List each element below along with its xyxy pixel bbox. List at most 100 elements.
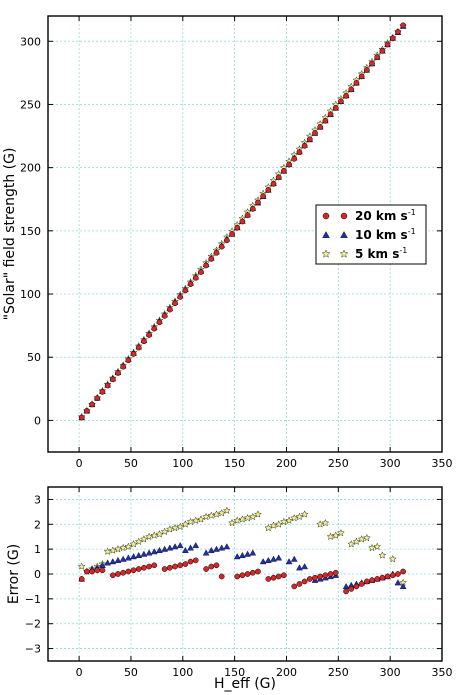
circle-point [369, 60, 375, 67]
x-tick-label: 300 [380, 666, 401, 679]
circle-point [218, 243, 225, 250]
star-point [212, 510, 221, 518]
circle-point [384, 573, 391, 580]
legend-marker-star [339, 249, 349, 258]
star-point [197, 515, 205, 523]
star-point [373, 542, 382, 550]
circle-point [120, 363, 127, 370]
circle-point [379, 48, 386, 54]
circle-point [281, 572, 287, 579]
circle-point [270, 180, 277, 187]
circle-point [332, 569, 339, 576]
star-point [191, 516, 200, 524]
circle-point [249, 569, 256, 576]
legend-marker-circle [340, 212, 348, 220]
triangle-point [394, 579, 402, 586]
circle-point [135, 566, 142, 572]
triangle-point [135, 551, 143, 558]
triangle-point [182, 546, 189, 553]
circle-point [99, 567, 106, 574]
legend: 20 km s-1 10 km s-1 5 km s-1 [315, 204, 427, 265]
circle-point [374, 54, 381, 61]
circle-point [244, 212, 251, 219]
triangle-point [239, 551, 246, 558]
triangle-point [202, 549, 210, 556]
circle-point [389, 572, 396, 579]
circle-point [296, 581, 303, 587]
triangle-point [285, 558, 293, 565]
circle-point [229, 231, 235, 237]
circle-point [182, 561, 189, 567]
y-tick-label: 200 [20, 162, 41, 175]
circle-point [84, 568, 90, 575]
circle-point [146, 332, 152, 338]
circle-point [115, 571, 121, 577]
star-point [243, 514, 252, 522]
circle-point [198, 269, 204, 275]
circle-point [389, 35, 396, 41]
circle-point [104, 382, 111, 389]
legend-box [315, 204, 427, 265]
star-point [165, 525, 174, 533]
circle-point [400, 568, 406, 575]
top-y-ticks: 0 50 100 150 200 250 300 [20, 35, 442, 427]
star-point [300, 510, 309, 518]
legend-label: 20 km s-1 [355, 208, 416, 223]
circle-point [89, 568, 95, 575]
y-tick-label: 0 [34, 568, 41, 581]
triangle-point [192, 542, 200, 549]
circle-point [208, 563, 215, 570]
x-tick-label: 350 [432, 457, 453, 470]
circle-point [270, 574, 277, 581]
star-point [378, 551, 387, 559]
legend-marker-circle [322, 212, 330, 220]
circle-point [187, 558, 194, 565]
triangle-point [156, 546, 163, 553]
x-tick-label: 250 [328, 666, 349, 679]
star-point [207, 511, 216, 519]
circle-point [218, 573, 225, 580]
triangle-point [140, 550, 148, 557]
top-y-axis-label: "Solar" field strength (G) [2, 148, 18, 321]
circle-point [151, 325, 158, 332]
star-point [176, 522, 185, 531]
circle-point [125, 568, 132, 575]
y-tick-label: 150 [20, 225, 41, 238]
triangle-point [145, 549, 153, 556]
circle-point [358, 73, 365, 80]
star-point [217, 509, 226, 517]
triangle-point [244, 550, 251, 557]
circle-point [208, 256, 215, 262]
triangle-point [218, 544, 226, 551]
star-point [233, 516, 242, 524]
bottom-x-ticks: 0 50 100 150 200 250 300 350 [76, 487, 453, 679]
circle-point [369, 577, 375, 584]
triangle-point [114, 556, 122, 563]
y-tick-label: 1 [34, 543, 41, 556]
circle-point [239, 218, 246, 225]
star-point [140, 535, 148, 543]
star-point [362, 533, 371, 542]
circle-point [224, 237, 230, 244]
star-point [331, 531, 340, 539]
star-point [108, 546, 117, 554]
star-point [285, 516, 293, 524]
legend-label: 10 km s-1 [355, 227, 416, 242]
triangle-point [176, 542, 184, 549]
triangle-point [104, 559, 111, 566]
circle-point [322, 117, 329, 124]
x-tick-label: 100 [172, 457, 193, 470]
triangle-point [166, 544, 174, 551]
circle-point [172, 300, 178, 307]
star-point [368, 543, 376, 552]
x-tick-label: 50 [124, 666, 138, 679]
circle-point [327, 111, 334, 118]
star-point [357, 535, 366, 543]
circle-point [301, 142, 308, 149]
circle-point [177, 562, 184, 569]
y-tick-label: 0 [34, 414, 41, 427]
star-point [114, 545, 122, 553]
star-point [129, 540, 138, 548]
star-point [248, 512, 257, 521]
circle-point [141, 338, 147, 345]
